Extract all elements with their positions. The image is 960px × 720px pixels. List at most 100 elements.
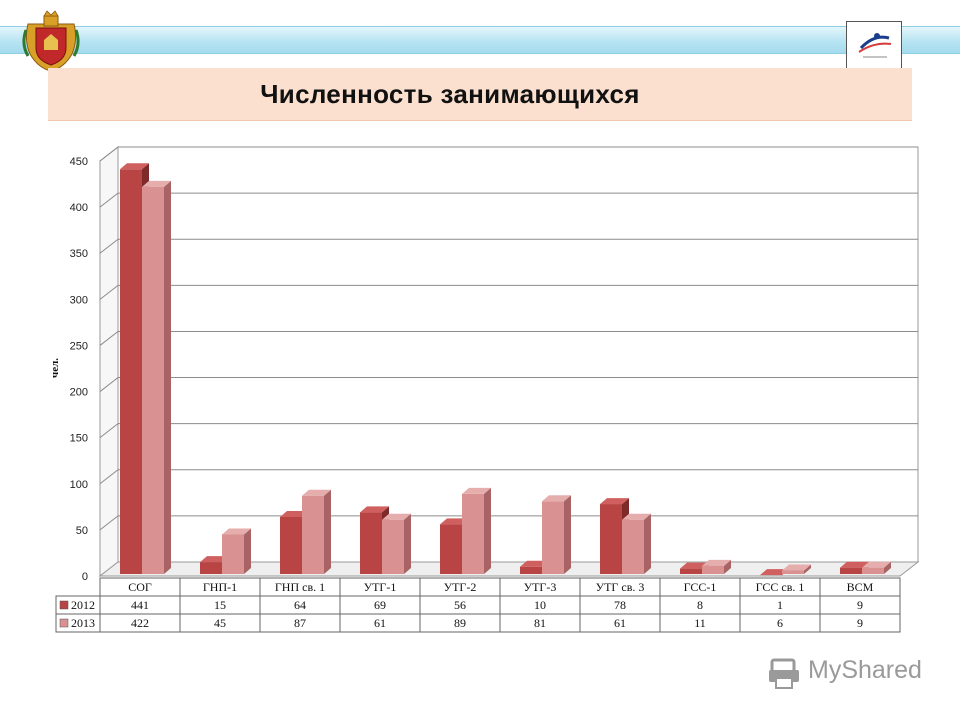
bar-top-2012 — [200, 556, 229, 563]
chart-back-wall — [117, 146, 919, 563]
bar-2013 — [862, 567, 884, 574]
category-label: УТГ-3 — [524, 580, 557, 594]
table-row — [55, 613, 901, 633]
bar-2012 — [200, 562, 222, 574]
category-label: ГСС св. 1 — [756, 580, 805, 594]
table-value: 56 — [454, 598, 466, 612]
bar-2012 — [360, 512, 382, 574]
bar-top-2012 — [120, 163, 149, 170]
bar-2012 — [440, 524, 462, 574]
table-row — [55, 595, 901, 615]
table-value: 15 — [214, 598, 226, 612]
bar-side-2013 — [804, 564, 811, 574]
bar-2012 — [680, 568, 702, 574]
table-value: 11 — [694, 616, 706, 630]
y-tick-label: 150 — [70, 433, 88, 445]
bar-top-2013 — [222, 528, 251, 535]
bar-2013 — [382, 519, 404, 574]
bar-2012 — [120, 169, 142, 575]
bar-top-2012 — [360, 506, 389, 513]
y-tick-label: 50 — [76, 525, 88, 537]
bar-side-2013 — [564, 495, 571, 574]
bar-2013 — [222, 534, 244, 574]
bar-side-2013 — [244, 528, 251, 574]
category-label: ГНП-1 — [203, 580, 237, 594]
table-value: 78 — [614, 598, 626, 612]
category-label: ГСС-1 — [684, 580, 717, 594]
gridline — [99, 423, 918, 439]
category-label: УТГ-1 — [364, 580, 397, 594]
y-tick-label: 300 — [70, 294, 88, 306]
gridline — [99, 515, 918, 531]
category-label: УТГ св. 3 — [596, 580, 645, 594]
table-value: 9 — [857, 598, 863, 612]
bar-top-2013 — [702, 559, 731, 566]
federation-logo — [846, 21, 902, 71]
y-tick-label: 100 — [70, 479, 88, 491]
bar-top-2012 — [680, 562, 709, 569]
bar-top-2013 — [382, 513, 411, 520]
bar-top-2013 — [142, 180, 171, 187]
gridline — [99, 284, 918, 300]
bar-side-2013 — [404, 513, 411, 574]
table-value: 9 — [857, 616, 863, 630]
table-value: 422 — [131, 616, 149, 630]
bar-top-2012 — [600, 498, 629, 505]
category-label: ВСМ — [847, 580, 874, 594]
bar-2013 — [702, 565, 724, 574]
bar-top-2013 — [782, 564, 811, 571]
category-label: УТГ-2 — [444, 580, 477, 594]
legend-label: 2012 — [71, 598, 95, 612]
y-tick-label: 250 — [70, 340, 88, 352]
y-tick-label: 0 — [82, 571, 88, 583]
table-value: 61 — [614, 616, 626, 630]
table-value: 61 — [374, 616, 386, 630]
page-title: Численность занимающихся — [260, 79, 640, 109]
bar-side-2013 — [724, 559, 731, 574]
bar-top-2013 — [302, 489, 331, 496]
category-label: ГНП св. 1 — [275, 580, 325, 594]
legend-swatch-2013 — [59, 618, 69, 628]
runner-logo-icon — [858, 33, 892, 58]
watermark-text: MyShared — [808, 656, 922, 684]
table-value: 45 — [214, 616, 226, 630]
table-value: 64 — [294, 598, 306, 612]
gridline — [99, 377, 918, 392]
table-value: 87 — [294, 616, 306, 630]
bar-top-2012 — [760, 569, 789, 576]
bar-2013 — [142, 186, 164, 575]
table-value: 10 — [534, 598, 546, 612]
watermark: MyShared — [768, 656, 928, 690]
gridline — [99, 469, 918, 485]
table-value: 8 — [697, 598, 703, 612]
bar-side-2013 — [484, 487, 491, 574]
bar-side-2013 — [644, 513, 651, 574]
y-tick-label: 400 — [70, 202, 88, 214]
bar-top-2013 — [542, 495, 571, 502]
bar-side-2013 — [884, 561, 891, 574]
bar-top-2012 — [520, 560, 549, 567]
bar-top-2013 — [862, 561, 891, 568]
bar-top-2012 — [440, 518, 469, 525]
bar-2012 — [520, 566, 542, 574]
bar-top-2013 — [622, 513, 651, 520]
printer-icon — [769, 658, 799, 689]
category-label: СОГ — [128, 580, 152, 594]
bar-top-2012 — [280, 510, 309, 517]
bar-2013 — [542, 501, 564, 574]
header-band — [0, 26, 960, 54]
gridline — [99, 192, 918, 208]
gridline — [99, 330, 918, 346]
y-tick-label: 450 — [70, 156, 88, 168]
chart-side-wall — [99, 145, 119, 578]
bar-top-2013 — [462, 487, 491, 494]
legend-label: 2013 — [71, 616, 95, 630]
bar-2012 — [600, 504, 622, 574]
bar-side-2013 — [324, 489, 331, 574]
coat-of-arms-logo — [22, 10, 80, 72]
y-tick-label: 200 — [70, 387, 88, 399]
bar-2012 — [280, 516, 302, 574]
bar-top-2012 — [840, 561, 869, 568]
bar-side-2013 — [164, 180, 171, 575]
